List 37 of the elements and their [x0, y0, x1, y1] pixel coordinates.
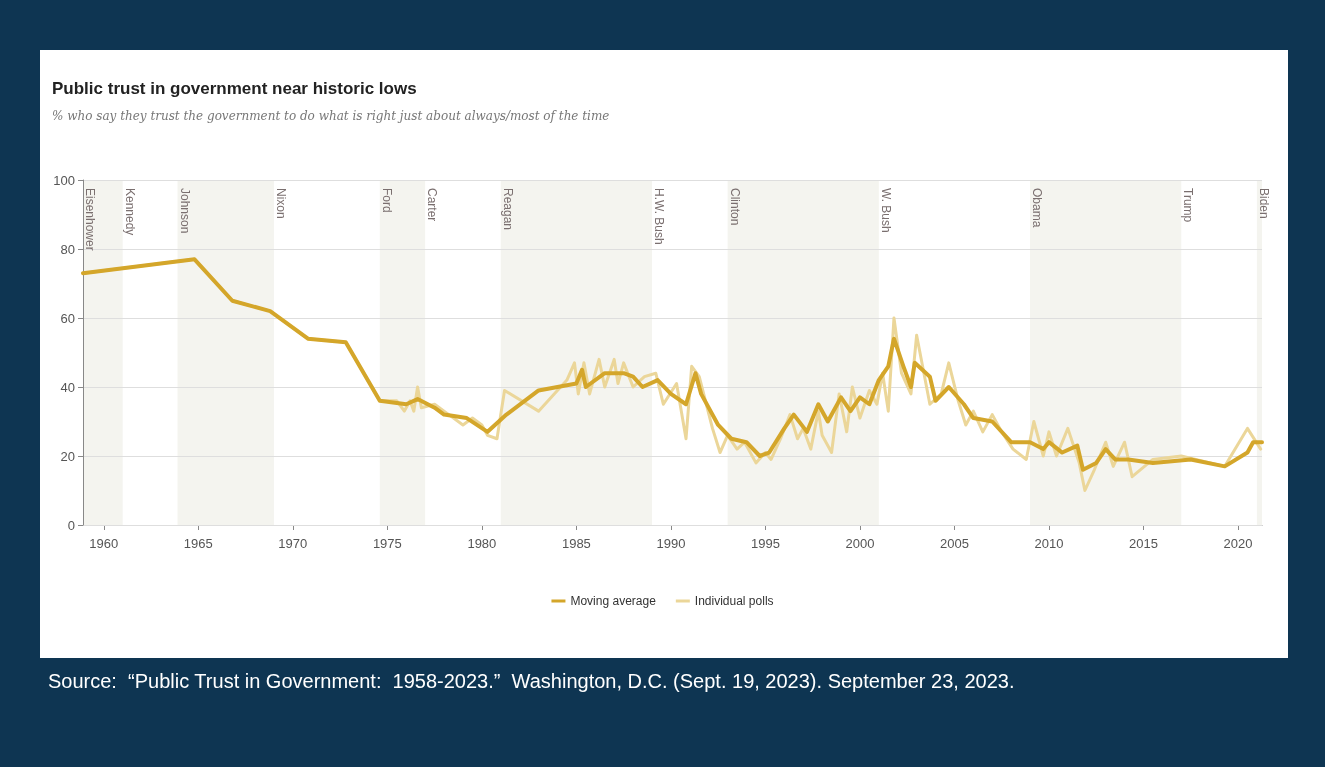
x-tick-label: 1980: [467, 536, 497, 551]
y-tick-label: 60: [60, 310, 75, 326]
legend-label: Individual polls: [694, 594, 774, 608]
chart-title: Public trust in government near historic lows: [52, 79, 417, 98]
band-label: Ford: [379, 188, 394, 213]
y-tick-label: 80: [60, 241, 75, 257]
x-tick-label: 2000: [845, 536, 875, 551]
legend-label: Moving average: [570, 594, 657, 608]
y-tick-label: 40: [60, 379, 75, 395]
x-tick-label: 1960: [89, 536, 119, 551]
y-tick-label: 100: [53, 172, 75, 188]
annotation: Trump: [1181, 188, 1196, 223]
annotation: Carter: [425, 188, 440, 222]
annotation: Nixon: [273, 188, 288, 219]
x-tick-label: 1970: [278, 536, 308, 551]
x-tick-label: 2020: [1223, 536, 1253, 551]
x-tick-label: 1995: [750, 536, 780, 551]
band-label: Biden: [1256, 188, 1271, 219]
x-tick-label: 2005: [939, 536, 969, 551]
x-tick-label: 1975: [372, 536, 402, 551]
source-note: Source: “Public Trust in Government: 1958-2023.” Washington, D.C. (Sept. 19, 2023). September 23, 2023.: [48, 670, 1015, 692]
x-tick-label: 2015: [1129, 536, 1158, 551]
x-tick-label: 1990: [656, 536, 686, 551]
band-label: Clinton: [727, 188, 742, 226]
y-tick-label: 20: [60, 448, 75, 464]
band-label: Johnson: [177, 188, 192, 234]
y-tick-label: 0: [67, 517, 75, 533]
chart-subtitle: % who say they trust the government to do what is right just about always/most of the time: [52, 109, 610, 123]
annotation: H.W. Bush: [651, 188, 666, 245]
x-tick-label: 1965: [183, 536, 213, 551]
annotation: W. Bush: [878, 188, 893, 233]
annotation: Kennedy: [122, 188, 137, 236]
band-label: Reagan: [500, 188, 515, 231]
band-label: Eisenhower: [83, 188, 97, 251]
band-label: Obama: [1030, 188, 1045, 228]
x-tick-label: 1985: [561, 536, 591, 551]
x-tick-label: 2010: [1034, 536, 1064, 551]
